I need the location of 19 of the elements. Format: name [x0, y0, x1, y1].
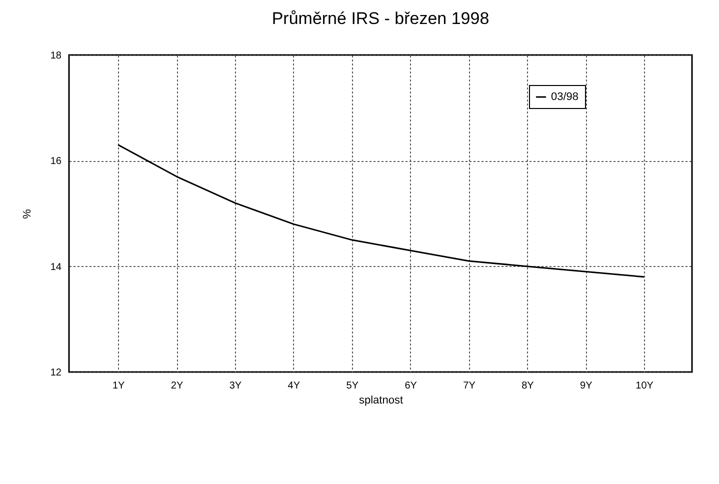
x-tick-label: 2Y	[170, 380, 184, 392]
x-tick-label: 10Y	[636, 380, 654, 392]
y-tick-label: 14	[50, 262, 62, 273]
chart-title: Průměrné IRS - březen 1998	[272, 9, 490, 28]
x-tick-label: 6Y	[404, 380, 418, 392]
x-tick-label: 1Y	[112, 380, 126, 392]
y-tick-label: 18	[50, 50, 62, 62]
y-tick-label: 16	[50, 156, 62, 168]
x-axis-title: splatnost	[358, 394, 404, 406]
x-tick-label: 3Y	[229, 380, 242, 392]
x-tick-label: 8Y	[522, 380, 534, 392]
x-tick-label: 7Y	[463, 380, 476, 392]
legend-label: 03/98	[551, 91, 579, 103]
y-axis-title: %	[21, 208, 34, 219]
y-tick-label: 12	[50, 368, 62, 378]
x-tick-label: 4Y	[288, 380, 300, 392]
x-tick-label: 9Y	[580, 380, 593, 392]
line-series	[117, 144, 645, 278]
x-tick-label: 5Y	[346, 380, 359, 392]
